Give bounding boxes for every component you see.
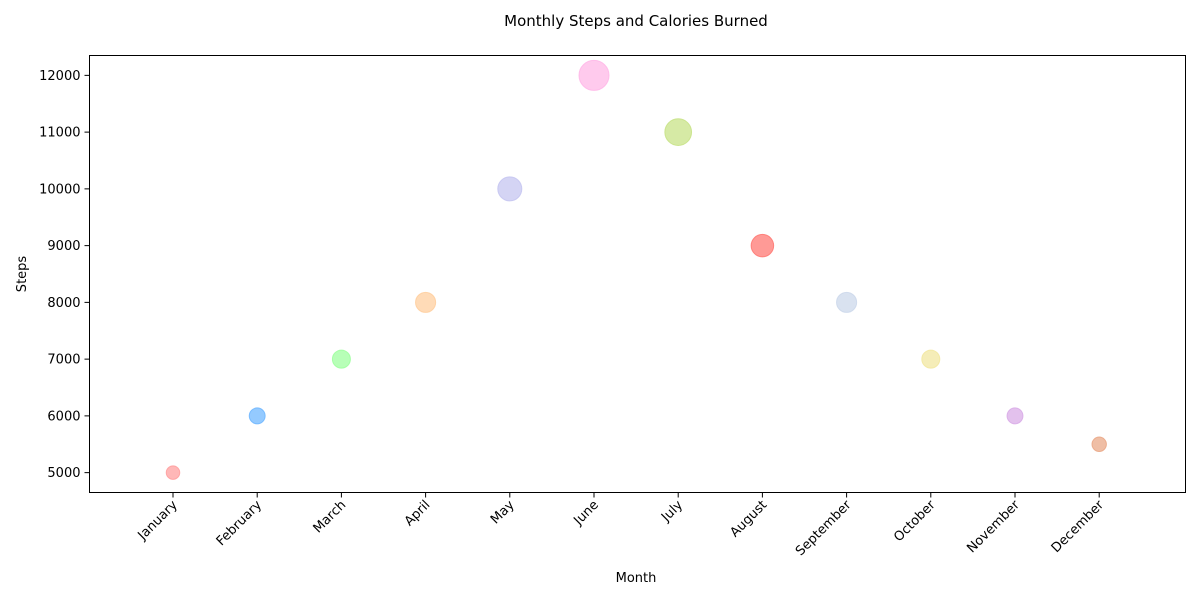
y-axis: 5000 6000 7000 8000 9000 10000 11000 12000 — [39, 69, 90, 481]
x-tick-label-november: November — [964, 497, 1023, 556]
bubble-july — [664, 118, 693, 146]
y-tick-label: 9000 — [47, 239, 80, 254]
x-tick-label-july: July — [658, 498, 686, 526]
bubble-may — [497, 176, 523, 202]
bubble-december — [1091, 436, 1107, 452]
x-tick-label-june: June — [570, 498, 601, 529]
chart-title: Monthly Steps and Calories Burned — [504, 12, 768, 30]
bubble-september — [836, 291, 858, 313]
x-tick-label-march: March — [311, 498, 350, 537]
y-axis-title: Steps — [15, 256, 30, 293]
x-tick-label-december: December — [1049, 497, 1108, 556]
x-tick-label-september: September — [793, 497, 855, 559]
bubble-october — [921, 349, 941, 369]
y-tick-label: 6000 — [47, 409, 80, 424]
bubble-february — [248, 407, 266, 425]
bubbles-layer — [165, 59, 1107, 480]
x-tick-label-february: February — [214, 498, 266, 550]
x-axis-title: Month — [616, 571, 657, 586]
bubble-april — [415, 291, 437, 313]
plot-frame — [89, 55, 1186, 493]
y-tick-label: 5000 — [47, 466, 80, 481]
bubble-june — [578, 59, 610, 91]
y-tick-label: 11000 — [39, 126, 80, 141]
x-tick-label-may: May — [488, 498, 518, 528]
y-tick-label: 10000 — [39, 182, 80, 197]
y-tick-label: 12000 — [39, 69, 80, 84]
x-axis: January February March April May June July Augu… — [135, 492, 1108, 559]
x-tick-label-april: April — [402, 498, 434, 530]
x-tick-label-october: October — [891, 497, 939, 545]
bubble-january — [165, 465, 181, 480]
bubble-november — [1006, 407, 1024, 425]
x-tick-label-august: August — [727, 498, 770, 541]
x-tick-label-january: January — [135, 498, 181, 544]
y-tick-label: 8000 — [47, 296, 80, 311]
bubble-march — [331, 349, 351, 369]
y-tick-label: 7000 — [47, 353, 80, 368]
bubble-august — [750, 233, 775, 258]
